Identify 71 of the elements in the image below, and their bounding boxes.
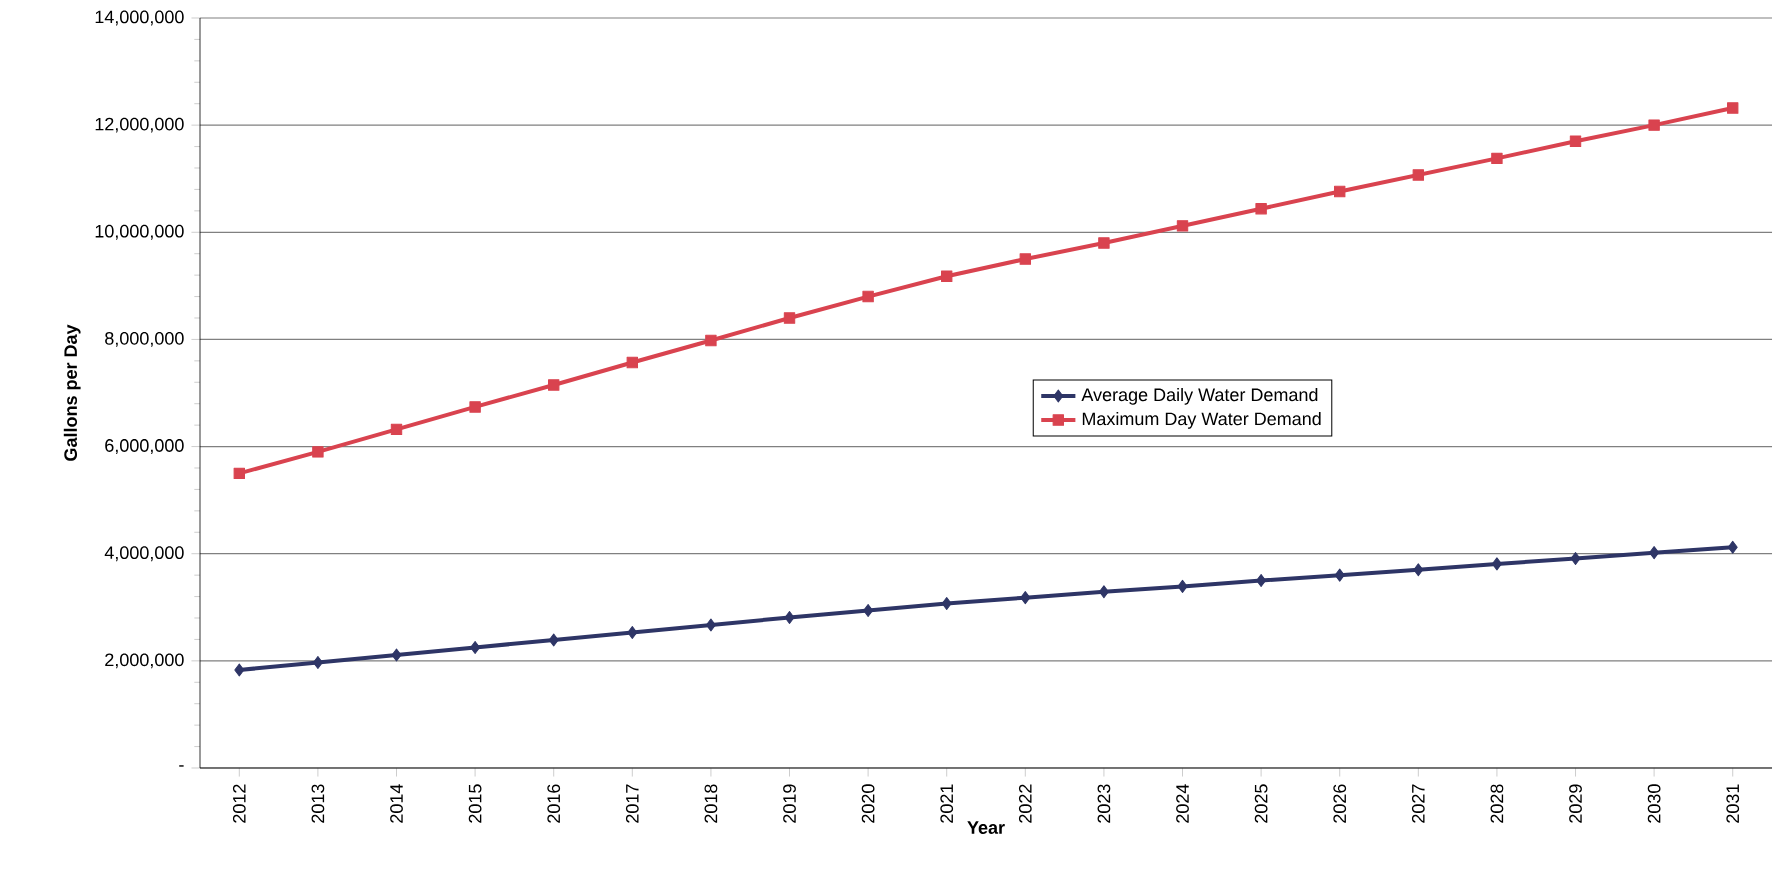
x-tick-label: 2015: [468, 784, 482, 823]
point: [783, 312, 796, 324]
point: [391, 648, 402, 662]
point: [1412, 169, 1425, 181]
y-tick-label: 2,000,000: [105, 653, 184, 669]
y-tick-label: -: [179, 765, 184, 767]
point: [470, 640, 481, 654]
point: [1570, 552, 1581, 566]
x-axis-title: Year: [967, 821, 1005, 834]
x-tick-label: 2031: [1726, 784, 1740, 823]
point: [626, 356, 639, 369]
x-tick-label: 2027: [1411, 784, 1425, 823]
point: [390, 423, 403, 436]
point: [1098, 237, 1110, 249]
x-tick-label: 2022: [1018, 784, 1032, 823]
x-tick-label: 2012: [232, 784, 246, 823]
x-tick-label: 2025: [1254, 784, 1268, 823]
x-tick-label: 2014: [390, 784, 403, 823]
x-tick-label: 2020: [861, 784, 875, 823]
point: [1255, 203, 1267, 215]
point: [941, 597, 952, 611]
point: [548, 379, 560, 391]
point: [1727, 540, 1738, 554]
x-tick-label: 2018: [704, 784, 718, 823]
point: [627, 625, 638, 639]
point: [1727, 102, 1739, 114]
legend-label: Maximum Day Water Demand: [1082, 411, 1321, 429]
point: [312, 446, 324, 458]
point: [312, 655, 323, 669]
point: [941, 270, 953, 282]
point: [1413, 563, 1424, 577]
point: [1020, 591, 1031, 605]
legend-label: Average Daily Water Demand: [1081, 387, 1318, 405]
y-axis-title: Gallons per Day: [63, 324, 81, 461]
point: [1334, 568, 1345, 582]
point: [784, 610, 795, 624]
x-tick-label: 2026: [1333, 784, 1347, 823]
x-tick-label: 2030: [1647, 784, 1661, 823]
x-tick-label: 2016: [547, 784, 561, 823]
point: [1491, 152, 1503, 165]
x-tick-label: 2017: [625, 784, 639, 823]
point: [469, 401, 481, 413]
point: [1648, 119, 1660, 131]
point: [233, 467, 245, 480]
x-tick-label: 2028: [1490, 784, 1504, 823]
y-tick-label: 12,000,000: [95, 117, 184, 133]
x-tick-label: 2029: [1569, 784, 1582, 823]
point: [1177, 579, 1188, 593]
x-tick-label: 2023: [1097, 784, 1111, 823]
x-tick-label: 2019: [783, 784, 796, 823]
y-tick-label: 10,000,000: [95, 224, 184, 240]
point: [1176, 220, 1189, 232]
point: [1334, 185, 1346, 198]
point: [1491, 557, 1502, 571]
y-tick-label: 6,000,000: [105, 439, 184, 454]
point: [1019, 253, 1032, 265]
point: [863, 603, 874, 617]
x-tick-label: 2024: [1176, 784, 1189, 823]
point: [705, 334, 717, 347]
y-tick-label: 8,000,000: [105, 331, 184, 347]
point: [234, 663, 245, 677]
point: [705, 618, 716, 632]
x-tick-label: 2021: [940, 784, 954, 823]
y-tick-label: 14,000,000: [95, 10, 184, 26]
y-tick-label: 4,000,000: [104, 546, 184, 562]
point: [862, 290, 874, 303]
point: [1649, 546, 1660, 560]
point: [1098, 585, 1109, 599]
point: [1569, 135, 1582, 147]
point: [548, 633, 559, 647]
x-tick-label: 2013: [311, 784, 325, 823]
